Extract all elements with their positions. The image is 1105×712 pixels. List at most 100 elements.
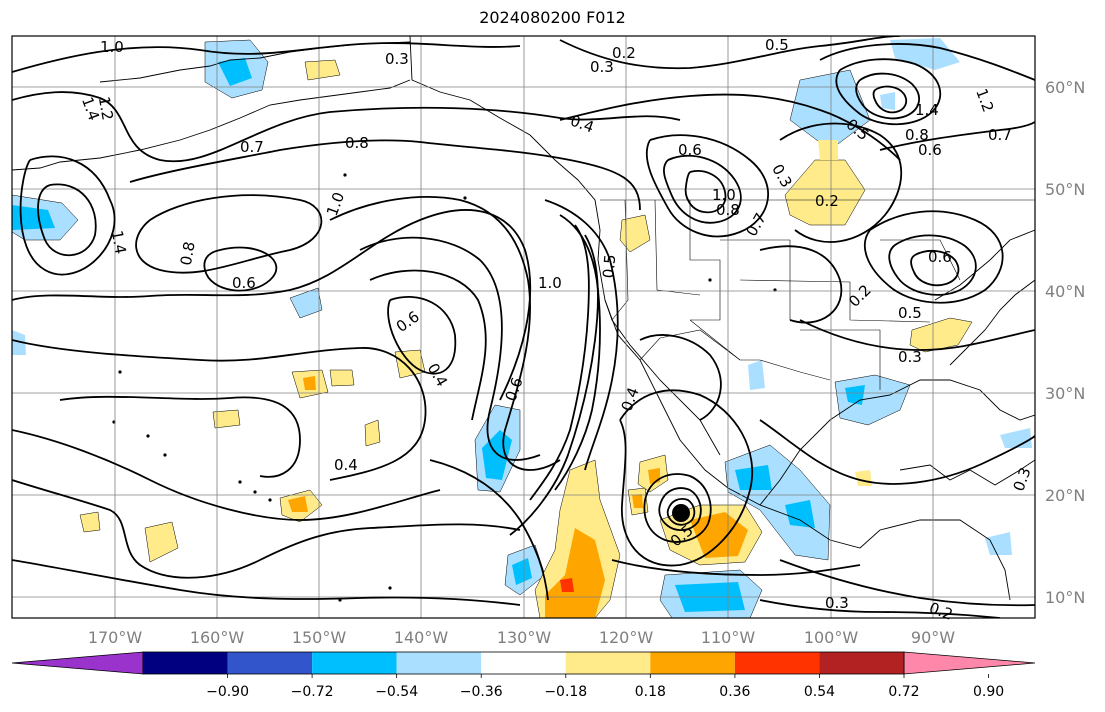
coastline: [409, 36, 1011, 601]
coastline: [759, 379, 1035, 506]
contour-line: [59, 395, 301, 478]
island: [253, 490, 257, 494]
shade-blue: [789, 69, 871, 151]
contour-label: 1.2: [95, 95, 117, 122]
contour-line: [619, 389, 754, 567]
contour-label: 0.4: [568, 111, 597, 136]
contour-line: [779, 122, 902, 243]
latitude-tick-label: 10°N: [1045, 588, 1085, 607]
contour-label: 1.4: [915, 101, 939, 119]
island: [708, 278, 712, 282]
political-border: [800, 329, 881, 390]
contour-label: 0.3: [1010, 465, 1035, 494]
latitude-tick-label: 60°N: [1045, 78, 1085, 97]
shade-orange: [303, 376, 316, 390]
shade-yellow: [329, 369, 355, 387]
contour-label: 0.8: [345, 134, 369, 152]
contour-line: [872, 85, 908, 114]
shade-blue: [12, 205, 55, 230]
contour-label: 0.7: [988, 126, 1012, 144]
coastline: [934, 229, 1035, 301]
contour-line: [203, 246, 278, 292]
contour-line: [643, 473, 712, 543]
colorbar-swatch: [650, 652, 735, 674]
contour-line: [819, 43, 1035, 81]
longitude-tick-label: 110°W: [701, 628, 756, 647]
contour-line: [509, 234, 599, 536]
contour-line: [12, 339, 427, 481]
contour-line: [759, 419, 1035, 485]
colorbar-extend-max: [903, 651, 1036, 675]
colorbar-tick-label: 0.18: [635, 684, 666, 700]
colorbar-swatch: [734, 652, 820, 674]
contour-line: [329, 196, 561, 471]
contour-label: 0.2: [612, 44, 636, 62]
shade-blue: [289, 287, 323, 319]
contour-line: [645, 134, 769, 238]
latitude-labels: 60°N 50°N 40°N 30°N 20°N 10°N: [1045, 78, 1085, 607]
shade-orange: [545, 528, 605, 618]
colorbar-swatch: [819, 652, 904, 674]
colorbar-tick-label: 0.90: [973, 684, 1004, 700]
coastline: [12, 79, 411, 171]
longitude-tick-label: 170°W: [88, 628, 143, 647]
contour-label: 0.6: [928, 248, 952, 266]
contour-label: 0.4: [334, 456, 358, 474]
contour-line: [387, 296, 457, 375]
contour-label: 0.5: [898, 304, 922, 322]
contour-label: 1.0: [100, 38, 124, 56]
shade-yellow: [855, 470, 872, 486]
contour-label: 1.0: [538, 274, 562, 292]
island: [343, 173, 347, 177]
shade-blue: [785, 500, 815, 528]
longitude-tick-label: 150°W: [292, 628, 347, 647]
contour-line: [12, 91, 681, 163]
contour-line: [611, 559, 861, 576]
contour-label: 0.8: [905, 126, 929, 144]
contour-lines: [12, 36, 1035, 618]
shade-blue: [834, 374, 911, 426]
colorbar-tick-label: 0.54: [804, 684, 835, 700]
shade-orange: [648, 468, 660, 484]
island: [118, 370, 122, 374]
shade-blue: [1000, 428, 1032, 448]
contour-line: [658, 487, 702, 531]
basemap: [12, 36, 1035, 602]
contour-line: [12, 209, 532, 401]
colorbar-outline: [142, 651, 905, 675]
contour-label: 0.3: [825, 594, 849, 612]
contour-line: [863, 210, 1004, 304]
longitude-tick-label: 160°W: [190, 628, 245, 647]
contour-label: 0.4: [424, 360, 452, 390]
contour-line: [559, 93, 901, 161]
storm-center-marker: [672, 504, 690, 522]
contour-label: 0.6: [918, 141, 942, 159]
colorbar-tick-label: −0.72: [291, 684, 334, 700]
political-border: [654, 199, 701, 296]
island: [238, 480, 242, 484]
shade-red: [560, 578, 574, 592]
colorbar-swatch: [312, 652, 397, 674]
contour-label: 0.5: [765, 36, 789, 54]
shade-blue: [512, 558, 532, 585]
coastline: [949, 279, 1035, 366]
colorbar-tick-label: −0.36: [460, 684, 503, 700]
contour-line: [19, 155, 116, 276]
contour-label: 0.5: [599, 254, 619, 279]
contour-label: 0.3: [898, 348, 922, 366]
shade-yellow: [619, 214, 651, 253]
colorbar-swatch: [227, 652, 313, 674]
contour-line: [910, 249, 960, 287]
shade-orange: [632, 494, 643, 508]
shade-blue: [735, 465, 772, 490]
contour-line: [544, 199, 619, 471]
contour-label: 0.8: [177, 240, 199, 267]
shade-yellow: [144, 521, 179, 563]
contour-label: 0.8: [716, 201, 740, 219]
contour-line: [12, 42, 521, 73]
contour-line: [759, 245, 843, 324]
contour-line: [684, 170, 727, 214]
shade-blue: [985, 532, 1012, 555]
colorbar-extend-min: [11, 651, 144, 675]
